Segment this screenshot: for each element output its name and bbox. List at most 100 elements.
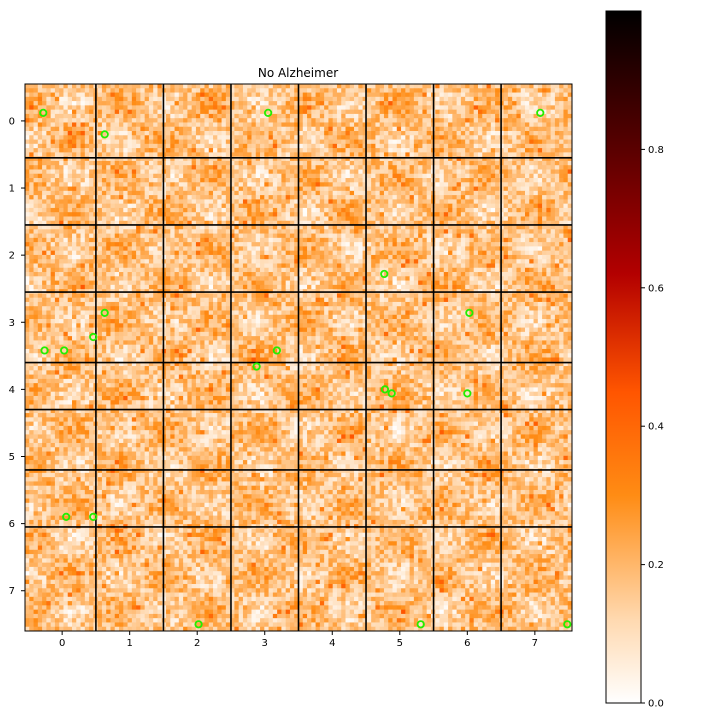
heatmap-cell <box>123 96 128 102</box>
heatmap-cell <box>59 135 64 140</box>
heatmap-cell <box>328 113 334 119</box>
heatmap-cell <box>25 190 30 196</box>
heatmap-cell <box>358 169 363 175</box>
heatmap-cell <box>477 88 483 93</box>
heatmap-cell <box>495 135 500 140</box>
heatmap-cell <box>255 242 261 247</box>
heatmap-cell <box>213 212 218 217</box>
heatmap-cell <box>140 199 145 204</box>
heatmap-cell <box>281 225 287 230</box>
heatmap-cell <box>298 156 304 162</box>
heatmap-cell <box>140 195 145 200</box>
heatmap-cell <box>375 143 381 149</box>
heatmap-cell <box>174 233 180 239</box>
heatmap-cell <box>59 199 64 204</box>
heatmap-cell <box>247 88 252 93</box>
heatmap-cell <box>375 186 381 192</box>
heatmap-cell <box>512 148 517 153</box>
heatmap-cell <box>72 139 77 145</box>
heatmap-cell <box>221 126 227 132</box>
heatmap-cell <box>247 242 252 247</box>
heatmap-cell <box>238 237 244 243</box>
heatmap-cell <box>242 190 248 196</box>
heatmap-cell <box>362 190 368 196</box>
heatmap-cell <box>392 148 398 153</box>
heatmap-cell <box>426 203 432 209</box>
heatmap-cell <box>554 148 560 153</box>
heatmap-cell <box>67 84 73 89</box>
heatmap-cell <box>84 182 90 187</box>
heatmap-cell <box>319 156 325 162</box>
heatmap-cell <box>268 105 274 110</box>
heatmap-cell <box>401 242 406 247</box>
heatmap-cell <box>119 139 124 145</box>
heatmap-cell <box>106 242 111 247</box>
heatmap-cell <box>366 169 372 175</box>
heatmap-cell <box>76 152 81 157</box>
heatmap-cell <box>345 148 351 153</box>
heatmap-cell <box>72 101 77 106</box>
heatmap-cell <box>542 212 547 217</box>
heatmap-cell <box>140 203 145 209</box>
heatmap-cell <box>396 160 402 166</box>
heatmap-cell <box>225 246 231 252</box>
heatmap-cell <box>110 173 116 179</box>
heatmap-cell <box>281 212 287 217</box>
heatmap-cell <box>302 207 308 213</box>
heatmap-cell <box>170 139 175 145</box>
heatmap-cell <box>516 216 522 222</box>
heatmap-cell <box>311 195 316 200</box>
heatmap-cell <box>319 233 325 239</box>
heatmap-cell <box>383 242 389 247</box>
heatmap-cell <box>358 109 363 115</box>
heatmap-cell <box>144 105 150 110</box>
heatmap-cell <box>550 190 556 196</box>
heatmap-cell <box>443 173 449 179</box>
heatmap-cell <box>341 186 346 192</box>
heatmap-cell <box>59 173 64 179</box>
heatmap-cell <box>362 88 368 93</box>
heatmap-cell <box>401 165 406 170</box>
heatmap-cell <box>460 182 466 187</box>
heatmap-cell <box>486 178 492 183</box>
heatmap-cell <box>204 199 210 204</box>
heatmap-cell <box>554 225 560 230</box>
heatmap-cell <box>482 225 487 230</box>
heatmap-cell <box>166 165 171 170</box>
heatmap-cell <box>392 173 398 179</box>
heatmap-cell <box>388 229 393 234</box>
heatmap-cell <box>106 216 111 222</box>
heatmap-cell <box>435 207 440 213</box>
heatmap-cell <box>388 178 393 183</box>
heatmap-cell <box>392 118 398 123</box>
heatmap-cell <box>422 207 428 213</box>
heatmap-cell <box>524 165 530 170</box>
heatmap-cell <box>520 160 526 166</box>
heatmap-cell <box>418 190 423 196</box>
heatmap-cell <box>413 152 419 157</box>
heatmap-cell <box>148 122 154 128</box>
heatmap-cell <box>101 216 107 222</box>
heatmap-cell <box>495 216 500 222</box>
heatmap-cell <box>247 105 252 110</box>
heatmap-cell <box>371 203 376 209</box>
heatmap-cell <box>123 186 128 192</box>
heatmap-cell <box>59 122 64 128</box>
heatmap-cell <box>251 118 257 123</box>
heatmap-cell <box>178 173 184 179</box>
heatmap-cell <box>533 199 539 204</box>
heatmap-cell <box>559 182 564 187</box>
heatmap-cell <box>54 126 60 132</box>
heatmap-cell <box>119 173 124 179</box>
heatmap-cell <box>477 109 483 115</box>
heatmap-cell <box>106 229 111 234</box>
heatmap-cell <box>294 173 299 179</box>
heatmap-cell <box>516 152 522 157</box>
heatmap-cell <box>213 207 218 213</box>
heatmap-cell <box>550 242 556 247</box>
heatmap-cell <box>80 207 86 213</box>
heatmap-cell <box>520 113 526 119</box>
heatmap-cell <box>405 96 410 102</box>
heatmap-cell <box>89 233 94 239</box>
heatmap-cell <box>341 113 346 119</box>
